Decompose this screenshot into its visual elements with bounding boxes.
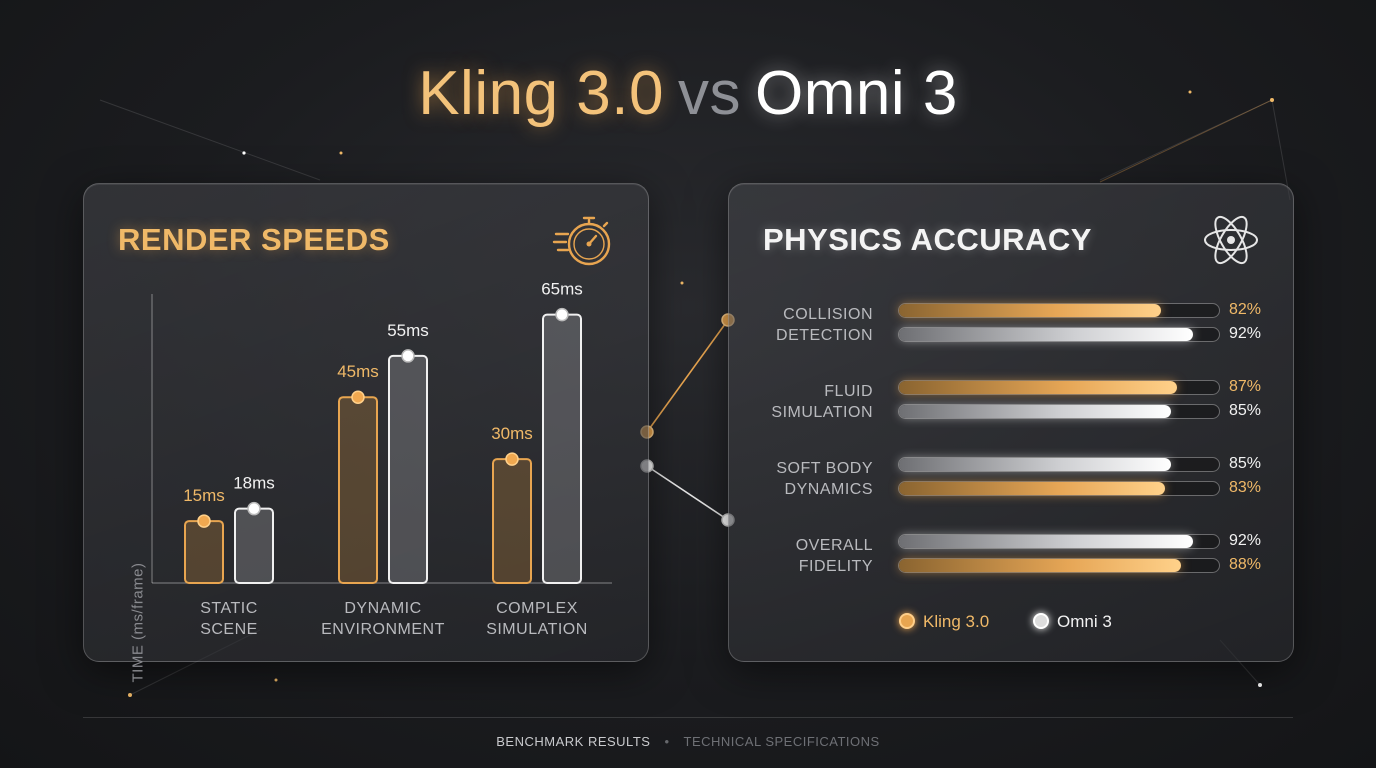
omni-percent-label: 92% — [1229, 532, 1262, 549]
omni-bar-label-0: 18ms — [233, 474, 275, 493]
kling-bar-0 — [184, 520, 224, 585]
metric-label: OVERALL FIDELITY — [795, 537, 873, 575]
kling-bar-track — [898, 558, 1220, 573]
render-speeds-title: RENDER SPEEDS — [118, 222, 390, 257]
omni-bar-track — [898, 404, 1220, 419]
omni-bar-track — [898, 534, 1220, 549]
metric-label: FLUID SIMULATION — [771, 383, 873, 421]
legend-dot-omni — [1033, 613, 1049, 629]
metric-label: COLLISION DETECTION — [776, 306, 873, 344]
omni-bar-2 — [542, 313, 582, 584]
category-label-static-scene: STATIC SCENE — [200, 600, 258, 638]
omni-bar-track — [898, 327, 1220, 342]
kling-bar-dot-2 — [505, 452, 519, 466]
kling-bar-fill — [899, 381, 1178, 394]
page-title: Kling 3.0 vs Omni 3 — [0, 58, 1376, 129]
kling-bar-dot-1 — [351, 390, 365, 404]
physics-accuracy-panel: PHYSICS ACCURACY COLLISION DETECTION 82% 92… — [728, 183, 1294, 662]
kling-bar-track — [898, 481, 1220, 496]
footer: BENCHMARK RESULTS • TECHNICAL SPECIFICATIO… — [0, 734, 1376, 749]
metric-label: SOFT BODY DYNAMICS — [776, 460, 873, 498]
omni-bar-dot-1 — [401, 349, 415, 363]
omni-bar-label-1: 55ms — [387, 321, 429, 340]
omni-bar-fill — [899, 405, 1171, 418]
render-speeds-panel: RENDER SPEEDS 15ms 45ms 30ms 18ms 55ms 65ms T… — [83, 183, 649, 683]
omni-bar-1 — [388, 354, 428, 584]
omni-bar-dot-0 — [247, 501, 261, 516]
render-speeds-chart: 15ms 45ms 30ms 18ms 55ms 65ms — [151, 280, 612, 585]
omni-bar-fill — [899, 458, 1171, 471]
physics-accuracy-title: PHYSICS ACCURACY — [763, 222, 1092, 257]
stopwatch-icon — [552, 216, 611, 266]
kling-percent-label: 87% — [1229, 378, 1262, 395]
kling-bar-dot-0 — [197, 514, 211, 528]
kling-bar-track — [898, 303, 1220, 318]
category-label-dynamic-environment: DYNAMIC ENVIRONMENT — [321, 600, 445, 638]
kling-bar-track — [898, 380, 1220, 395]
kling-bar-2 — [492, 458, 532, 584]
footer-divider — [83, 717, 1293, 718]
legend-item-kling: Kling 3.0 — [899, 612, 989, 632]
kling-bar-label-1: 45ms — [337, 362, 379, 381]
title-left: Kling 3.0 — [418, 59, 664, 128]
omni-bar-fill — [899, 328, 1194, 341]
y-axis-label: TIME (ms/frame) — [129, 562, 147, 683]
legend-item-omni: Omni 3 — [1033, 612, 1112, 632]
omni-percent-label: 92% — [1229, 325, 1262, 342]
kling-bar-fill — [899, 304, 1162, 317]
kling-bar-fill — [899, 559, 1181, 572]
atom-icon — [1204, 215, 1258, 265]
footer-separator: • — [664, 734, 670, 749]
title-right: Omni 3 — [754, 59, 958, 128]
legend-dot-kling — [899, 613, 915, 629]
kling-percent-label: 88% — [1229, 556, 1262, 573]
kling-bar-label-0: 15ms — [183, 486, 225, 505]
omni-bar-fill — [899, 535, 1194, 548]
omni-bar-dot-2 — [555, 307, 569, 322]
kling-percent-label: 83% — [1229, 479, 1262, 496]
omni-percent-label: 85% — [1229, 402, 1262, 419]
kling-bar-1 — [338, 396, 378, 584]
footer-technical-specifications: TECHNICAL SPECIFICATIONS — [683, 734, 880, 749]
omni-bar-0 — [234, 507, 274, 584]
omni-bar-track — [898, 457, 1220, 472]
kling-bar-label-2: 30ms — [491, 424, 533, 443]
kling-bar-fill — [899, 482, 1165, 495]
omni-percent-label: 85% — [1229, 455, 1262, 472]
title-vs: vs — [677, 59, 741, 128]
footer-benchmark-results: BENCHMARK RESULTS — [496, 734, 651, 749]
omni-bar-label-2: 65ms — [541, 280, 583, 299]
category-label-complex-simulation: COMPLEX SIMULATION — [486, 600, 588, 638]
kling-percent-label: 82% — [1229, 301, 1262, 318]
